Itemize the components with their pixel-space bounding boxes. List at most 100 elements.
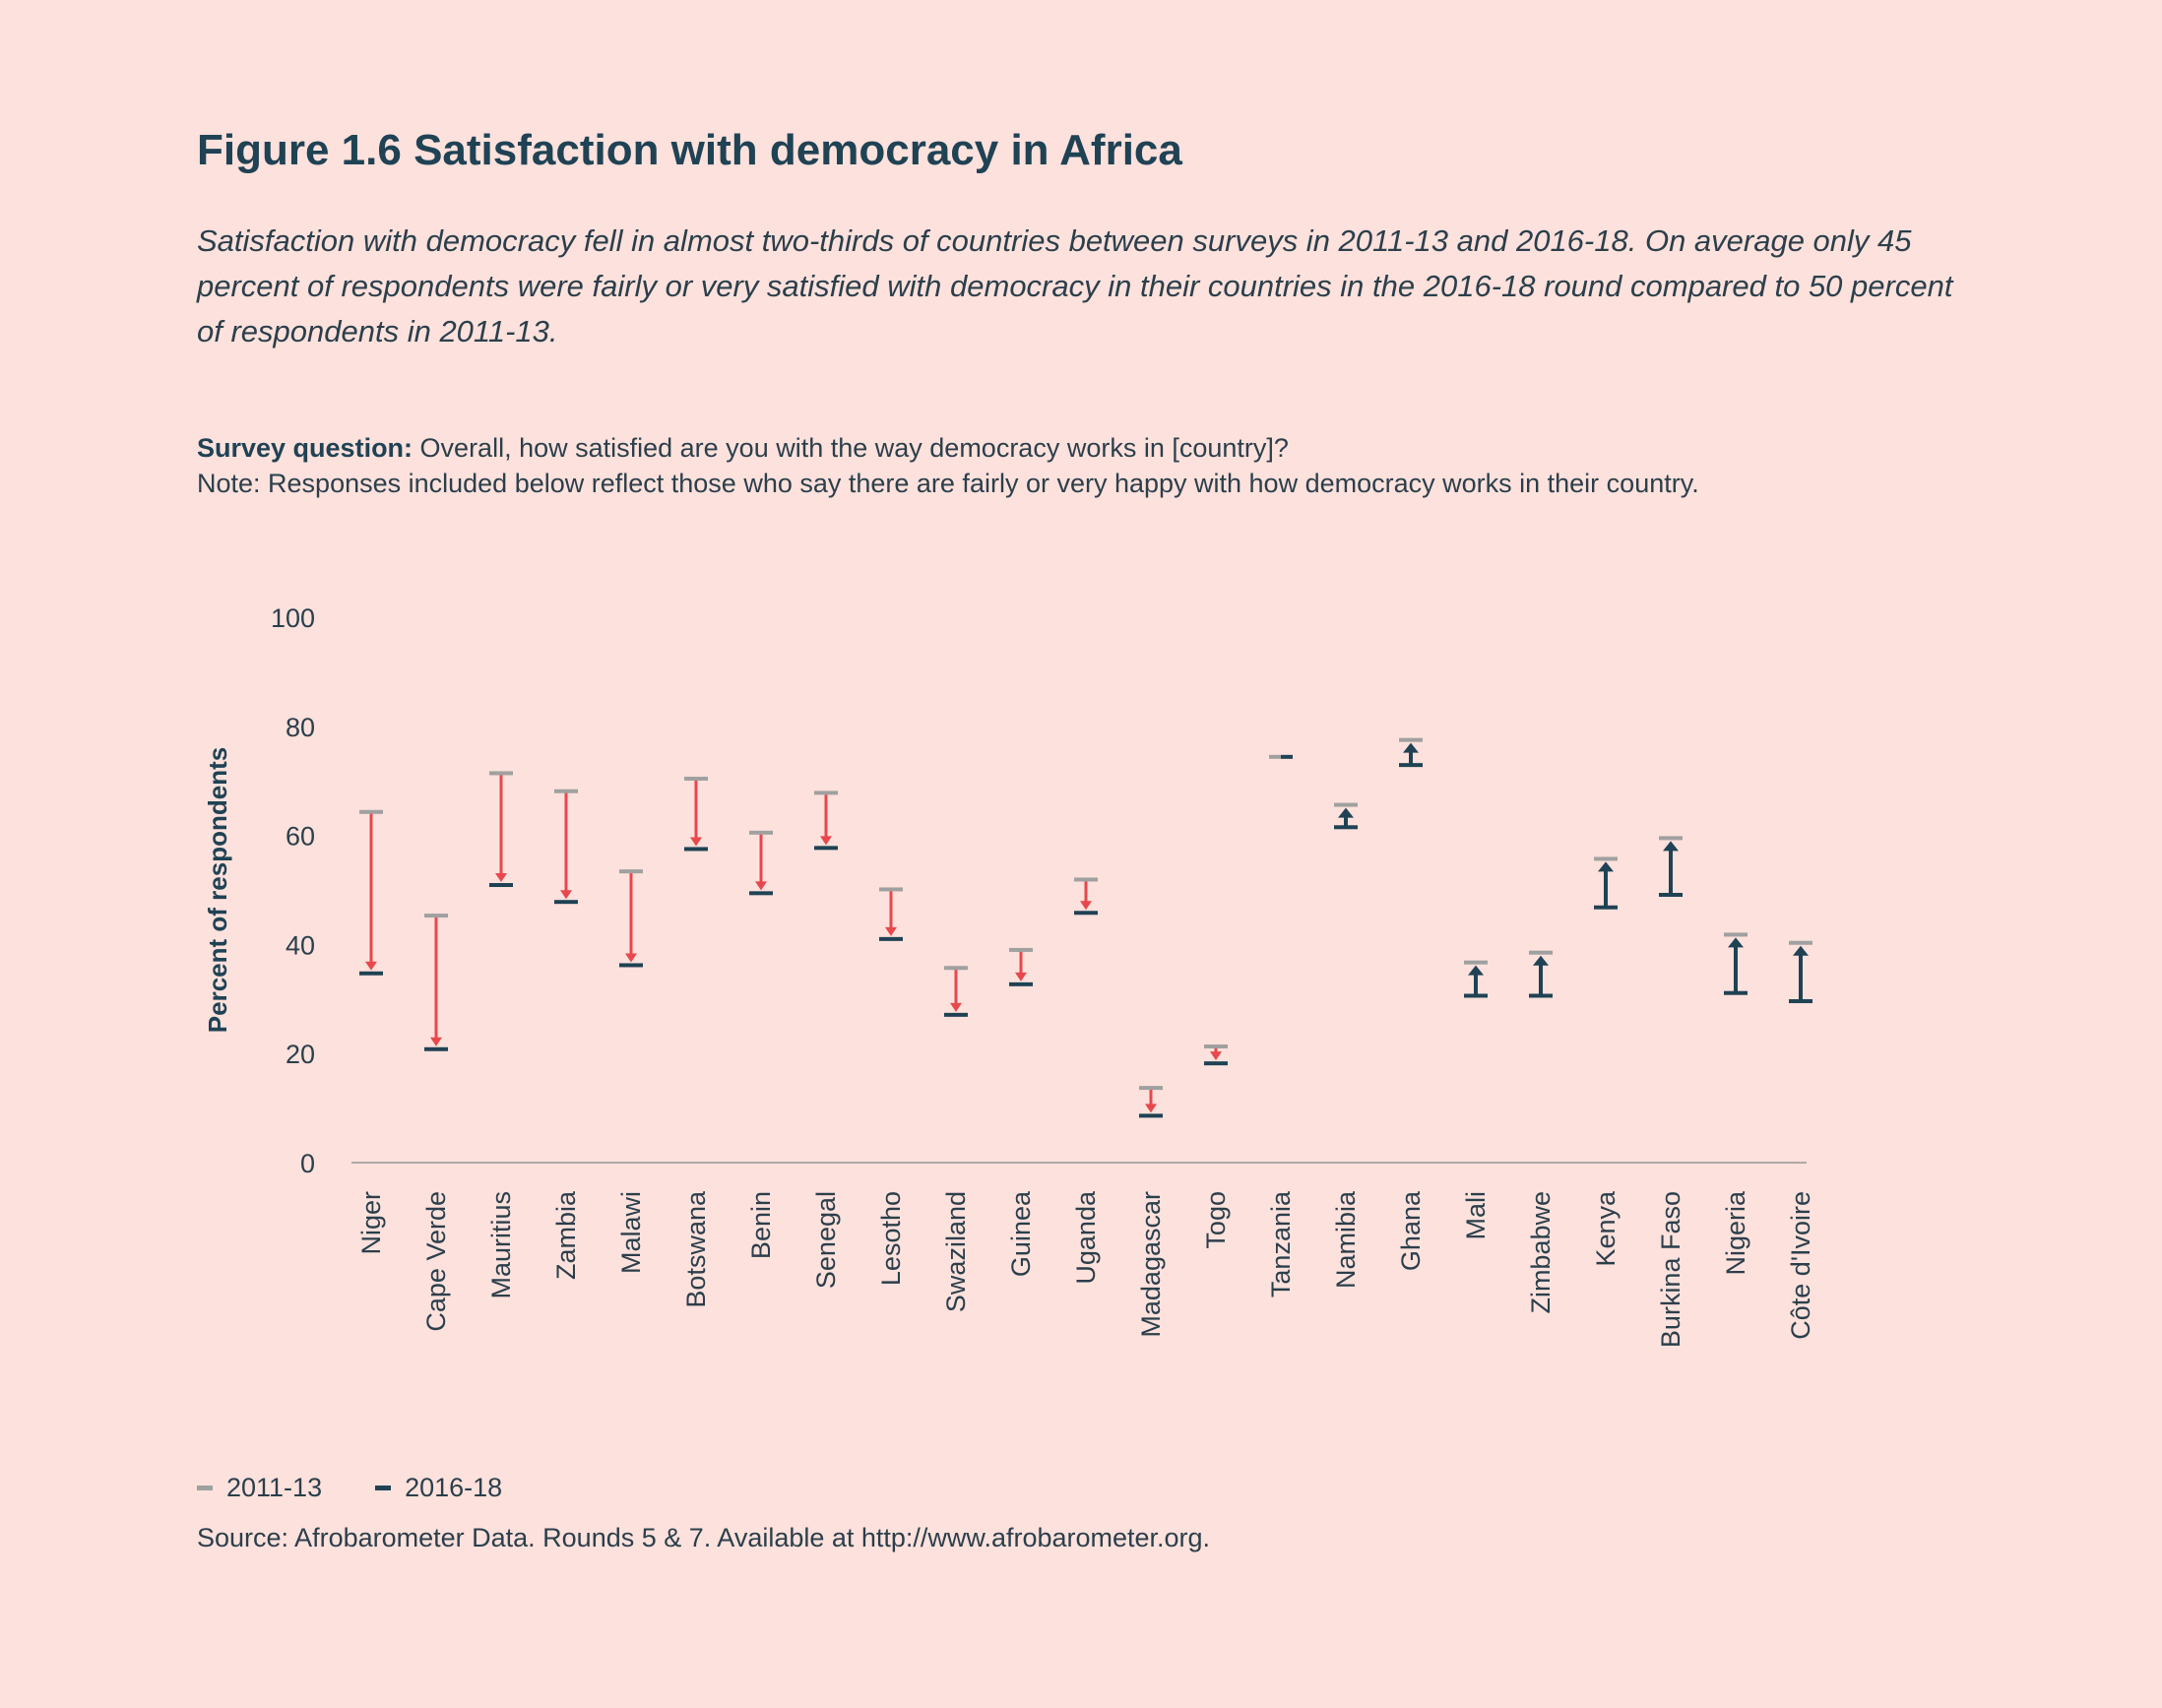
marker-2016-18 [749,891,773,896]
x-tick-label: Uganda [1071,1190,1101,1285]
x-tick-label: Kenya [1591,1190,1621,1267]
x-tick-label: Madagascar [1136,1191,1166,1338]
figure-subtitle: Satisfaction with democracy fell in almo… [197,223,1953,348]
arrow-down-marker [495,873,507,883]
marker-2011-13 [814,791,838,795]
arrow-down-marker [755,881,767,891]
y-tick-label: 80 [286,713,315,742]
y-tick-label: 20 [286,1040,315,1069]
marker-2011-13 [1724,932,1748,937]
x-tick-label: Namibia [1331,1190,1361,1289]
arrow-up-marker [1338,807,1354,818]
arrow-down-marker [625,953,637,963]
y-axis-title: Percent of respondents [203,747,232,1033]
marker-2011-13 [1464,960,1488,965]
arrow-down-marker [885,926,897,936]
arrow-down-marker [820,836,832,846]
dumbbell-chart: 0 20 40 60 80 100 Percent of respondents Niger C… [203,603,1815,1348]
arrow-down-marker [1210,1051,1222,1061]
marker-2011-13 [489,771,513,776]
x-tick-label: Benin [746,1191,776,1259]
legend-swatch-2011 [197,1486,213,1490]
x-tick-label: Lesotho [876,1191,906,1286]
x-tick-label: Senegal [811,1191,841,1289]
arrow-down-marker [560,890,572,900]
marker-2016-18 [1399,763,1423,768]
marker-2011-13 [684,776,708,781]
marker-2011-13 [1789,940,1812,945]
x-tick-label: Malawi [616,1191,646,1274]
marker-2011-13 [1659,836,1683,841]
marker-2016-18 [814,846,838,851]
marker-2011-13 [554,789,578,793]
marker-2016-18 [619,963,643,968]
x-tick-label: Burkina Faso [1656,1191,1685,1348]
x-tick-label: Côte d'Ivoire [1786,1191,1815,1340]
x-tick-label: Tanzania [1266,1190,1296,1297]
marker-2011-13 [619,869,643,874]
survey-question-block: Survey question: Overall, how satisfied … [197,430,1699,501]
figure-title: Figure 1.6 Satisfaction with democracy i… [197,126,1182,174]
survey-question-text: Overall, how satisfied are you with the … [413,433,1289,463]
x-tick-label: Mali [1461,1191,1491,1240]
arrow-down-marker [950,1002,962,1012]
marker-2016-18 [489,883,513,888]
marker-2011-13 [879,887,903,892]
arrow-down-marker [1015,972,1027,981]
arrow-down-marker [430,1037,442,1046]
legend-label-2011: 2011-13 [226,1473,323,1502]
marker-2016-18 [359,971,383,976]
marker-2016-18 [1594,905,1618,910]
marker-2016-18 [554,900,578,905]
marker-2016-18 [1789,999,1812,1004]
arrow-down-marker [1145,1104,1157,1113]
legend: 2011-13 2016-18 [197,1473,502,1503]
marker-2011-13 [944,966,968,971]
marker-2011-13 [1594,856,1618,861]
marker-2011-13 [1074,877,1098,882]
x-tick-label: Niger [356,1191,386,1255]
arrow-down-marker [1080,901,1092,911]
marker-2011-13 [424,914,448,918]
marker-2016-18 [1204,1061,1228,1066]
marker-2011-13 [1269,754,1281,759]
x-tick-label: Togo [1201,1191,1231,1249]
marker-2016-18 [1009,981,1033,986]
x-tick-label: Guinea [1006,1190,1036,1277]
source-note: Source: Afrobarometer Data. Rounds 5 & 7… [197,1523,1211,1552]
marker-2016-18 [879,936,903,941]
y-tick-label: 0 [300,1149,315,1178]
marker-2016-18 [684,847,708,852]
marker-2016-18 [1281,754,1293,759]
marker-2016-18 [944,1012,968,1017]
marker-2016-18 [1659,892,1683,897]
y-tick-label: 40 [286,930,315,960]
x-tick-label: Botswana [681,1190,711,1308]
arrow-up-marker [1663,841,1679,852]
note-text: Note: Responses included below reflect t… [197,469,1699,498]
legend-swatch-2016 [375,1486,392,1490]
arrow-up-marker [1598,861,1614,872]
marker-2011-13 [1204,1044,1228,1048]
marker-2016-18 [424,1046,448,1051]
arrow-up-marker [1793,945,1809,956]
marker-2016-18 [1074,911,1098,916]
arrow-down-marker [690,837,702,847]
marker-2011-13 [1529,950,1553,955]
legend-label-2016: 2016-18 [405,1473,503,1502]
x-tick-label: Zambia [551,1190,581,1280]
x-tick-label: Ghana [1396,1190,1426,1271]
arrow-up-marker [1403,742,1419,753]
marker-2016-18 [1529,993,1553,998]
y-tick-label: 100 [271,603,315,633]
marker-2011-13 [359,809,383,814]
marker-2011-13 [1334,802,1358,807]
arrow-up-marker [1533,955,1549,966]
y-tick-label: 60 [286,822,315,852]
marker-2011-13 [1399,737,1423,742]
marker-2011-13 [1139,1086,1163,1091]
marker-2016-18 [1724,990,1748,995]
x-tick-label: Nigeria [1721,1190,1750,1276]
marker-2016-18 [1334,825,1358,830]
survey-question-label: Survey question: [197,433,413,463]
